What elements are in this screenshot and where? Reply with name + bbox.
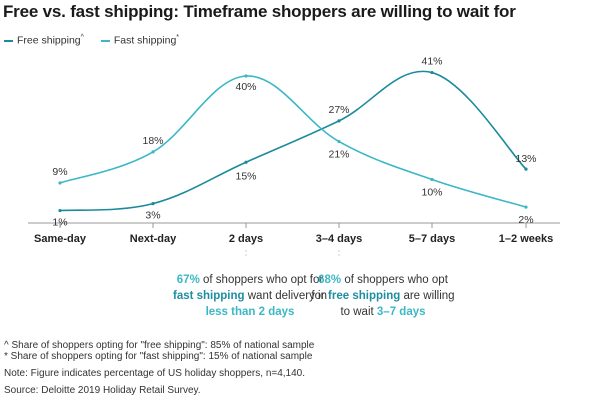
- data-point: [524, 167, 528, 171]
- data-point: [151, 202, 155, 206]
- data-label: 41%: [421, 56, 442, 68]
- data-label: 13%: [515, 153, 536, 165]
- callout-right-pct: 68%: [318, 274, 342, 286]
- series-line-free: [59, 70, 527, 212]
- callout-left: 67% of shoppers who opt for fast shippin…: [150, 272, 350, 320]
- callout-right: 68% of shoppers who opt for free shippin…: [283, 272, 483, 320]
- data-label: 40%: [235, 81, 256, 93]
- data-point: [337, 139, 341, 144]
- callout-left-days: less than 2 days: [205, 306, 295, 318]
- data-label: 1%: [52, 217, 67, 229]
- x-tick-label: 5–7 days: [409, 233, 455, 245]
- data-label: 18%: [142, 135, 163, 147]
- callout-right-days: 3–7 days: [376, 306, 426, 318]
- legend-marker-free: ^: [80, 34, 84, 41]
- footnote-note: Note: Figure indicates percentage of US …: [4, 368, 306, 379]
- callout-left-fast: fast shipping: [172, 290, 245, 302]
- legend-swatch-fast: [100, 39, 110, 42]
- data-label: 27%: [328, 104, 349, 116]
- footnote-fast: * Share of shoppers opting for "fast shi…: [4, 351, 313, 362]
- callout-left-text1: of shoppers who opt for: [199, 274, 324, 286]
- data-label: 21%: [328, 149, 349, 161]
- x-tick-label: Same-day: [34, 233, 87, 245]
- x-tick-label: 1–2 weeks: [499, 233, 553, 245]
- legend-marker-fast: *: [176, 34, 180, 41]
- legend-label-fast: Fast shipping: [113, 34, 177, 47]
- data-point: [430, 70, 434, 75]
- legend-swatch-free: [4, 39, 13, 42]
- data-label: 15%: [235, 170, 256, 182]
- data-label: 2%: [518, 214, 533, 226]
- series-line-fast: [59, 75, 527, 208]
- callout-right-text2c: are willing: [400, 290, 455, 302]
- chart-title: Free vs. fast shipping: Timeframe shoppe…: [3, 2, 516, 21]
- callout-right-text2a: for: [311, 290, 329, 302]
- data-label: 9%: [52, 166, 67, 178]
- data-label: 3%: [145, 210, 160, 222]
- callout-right-text3a: to wait: [340, 306, 377, 318]
- data-point: [151, 150, 155, 154]
- data-point: [244, 74, 248, 78]
- callout-left-text2: want delivery in: [244, 290, 328, 302]
- callout-right-text1: of shoppers who opt: [341, 274, 448, 286]
- data-label: 10%: [421, 187, 442, 199]
- data-point: [524, 205, 528, 209]
- data-point: [430, 177, 434, 182]
- legend-item-free: Free shipping^: [4, 34, 84, 47]
- data-point: [58, 208, 62, 213]
- legend: Free shipping^ Fast shipping*: [4, 34, 193, 47]
- x-tick-label: 2 days: [229, 233, 263, 245]
- callout-right-free: free shipping: [328, 290, 401, 302]
- footnote-free: ^ Share of shoppers opting for "free shi…: [4, 340, 315, 351]
- legend-label-free: Free shipping: [17, 34, 81, 47]
- data-point: [58, 181, 62, 185]
- callout-left-pct: 67%: [176, 274, 200, 286]
- x-tick-label: 3–4 days: [316, 233, 362, 245]
- data-point: [244, 160, 248, 164]
- x-tick-label: Next-day: [130, 233, 177, 245]
- data-point: [337, 119, 341, 123]
- legend-item-fast: Fast shipping*: [100, 34, 180, 47]
- footnote-source: Source: Deloitte 2019 Holiday Retail Sur…: [4, 385, 201, 396]
